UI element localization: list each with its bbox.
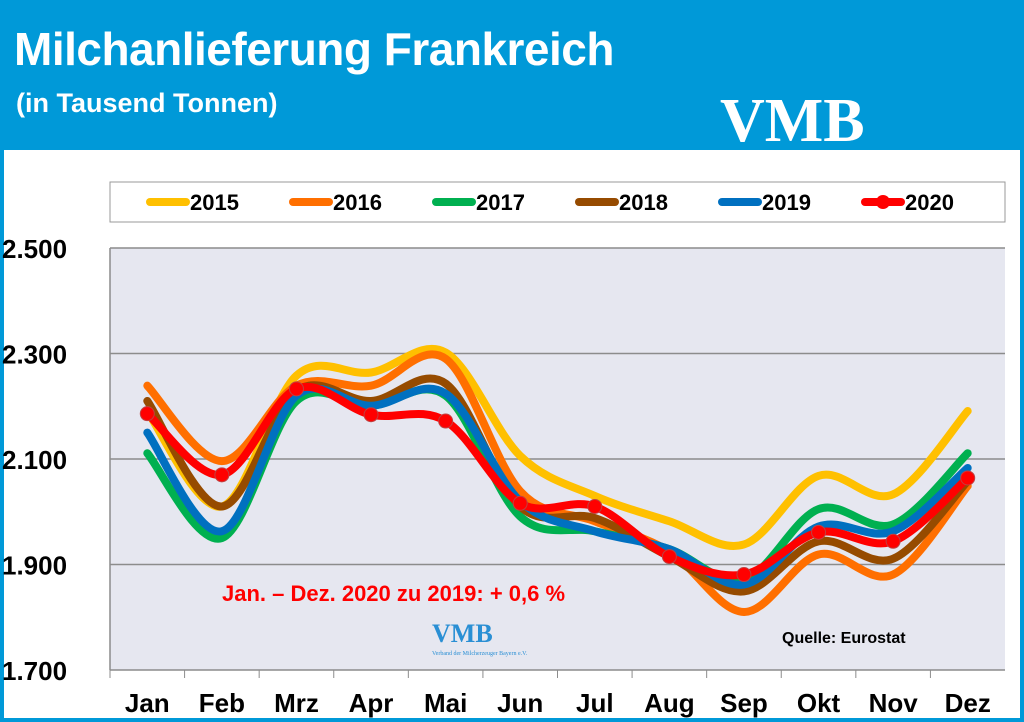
data-point-2020 [214, 467, 230, 483]
series-line-2020 [143, 382, 972, 580]
data-point-2020 [139, 406, 155, 422]
data-point-2020 [363, 407, 379, 423]
y-tick-label: 1.700 [2, 656, 67, 686]
legend-label: 2015 [190, 190, 239, 215]
x-tick-label: Sep [720, 688, 768, 718]
legend-box [109, 181, 1006, 223]
data-point-2020 [960, 470, 976, 486]
data-point-2020 [736, 567, 752, 583]
data-point-2020 [811, 524, 827, 540]
x-tick-label: Jul [576, 688, 614, 718]
x-tick-label: Feb [199, 688, 245, 718]
y-tick-label: 2.500 [2, 234, 67, 264]
annotation: Jan. – Dez. 2020 zu 2019: + 0,6 % [222, 581, 565, 606]
x-tick-label: Apr [349, 688, 394, 718]
data-point-2020 [885, 533, 901, 549]
data-point-2020 [512, 495, 528, 511]
data-point-2020 [661, 549, 677, 565]
page-title: Milchanlieferung Frankreich [14, 23, 614, 75]
x-tick-label: Jun [497, 688, 543, 718]
data-point-2020 [438, 413, 454, 429]
y-tick-label: 1.900 [2, 551, 67, 581]
inner-logo-caption: Verband der Milcherzeuger Bayern e.V. [432, 651, 528, 657]
legend-label: 2016 [333, 190, 382, 215]
y-tick-label: 2.300 [2, 340, 67, 370]
legend-label: 2020 [905, 190, 954, 215]
x-tick-label: Dez [945, 688, 991, 718]
data-point-2020 [587, 498, 603, 514]
inner-logo: VMB [432, 619, 493, 648]
x-tick-label: Mrz [274, 688, 319, 718]
page-subtitle: (in Tausend Tonnen) [16, 88, 278, 118]
legend-label: 2019 [762, 190, 811, 215]
x-tick-label: Okt [797, 688, 841, 718]
y-tick-label: 2.100 [2, 445, 67, 475]
source-note: Quelle: Eurostat [782, 630, 906, 647]
x-tick-label: Nov [869, 688, 919, 718]
x-tick-label: Jan [125, 688, 170, 718]
legend-marker [876, 195, 890, 209]
data-point-2020 [288, 381, 304, 397]
x-tick-label: Aug [644, 688, 695, 718]
x-tick-label: Mai [424, 688, 467, 718]
vmb-logo: VMB [720, 87, 865, 155]
legend-label: 2018 [619, 190, 668, 215]
legend-label: 2017 [476, 190, 525, 215]
